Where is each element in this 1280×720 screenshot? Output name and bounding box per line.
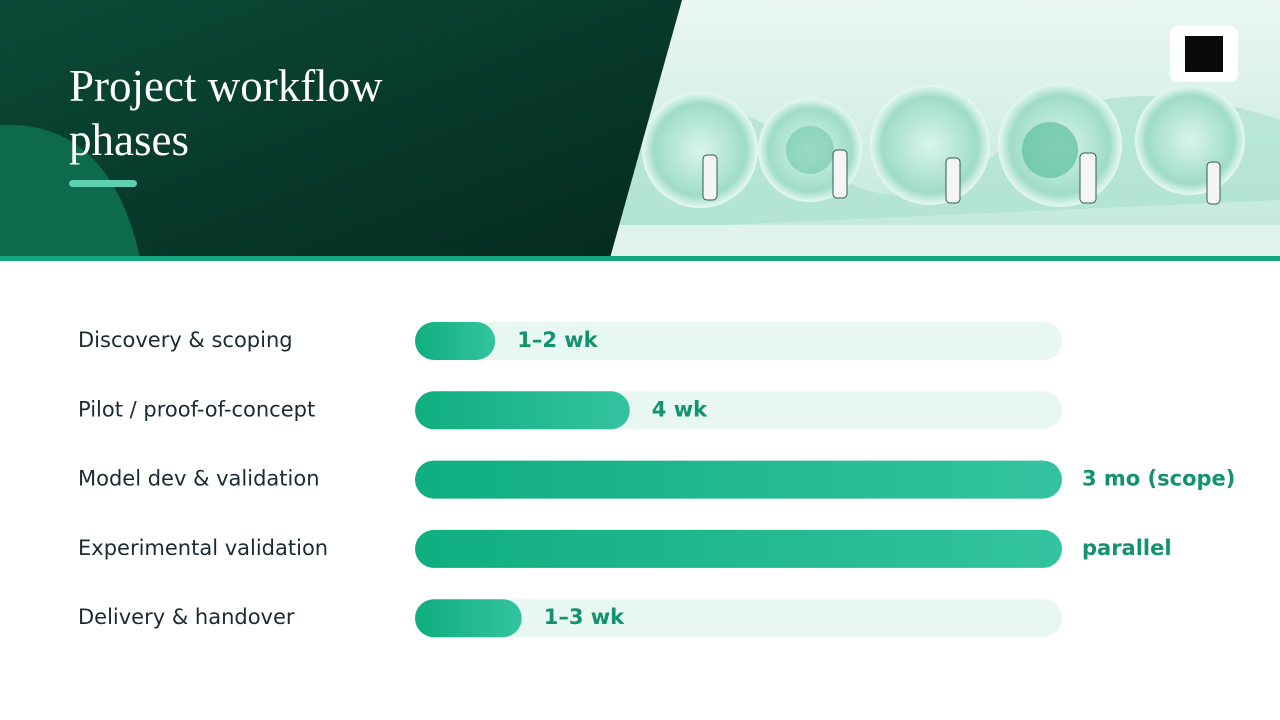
title-panel [0, 0, 682, 258]
header-rule [0, 256, 1280, 261]
title: Project workflow phases [69, 61, 383, 165]
track [415, 322, 1062, 360]
phase-label: Delivery & handover [78, 605, 295, 629]
duration-bar [415, 599, 522, 638]
duration-label: 4 wk [652, 397, 708, 421]
title-accent [69, 180, 137, 187]
track [415, 599, 1062, 638]
duration-label: 1–3 wk [544, 605, 625, 629]
duration-label: 1–2 wk [517, 328, 598, 352]
phase-label: Model dev & validation [78, 467, 320, 491]
phase-label: Experimental validation [78, 536, 328, 560]
duration-bar [415, 460, 1062, 499]
logo [1185, 36, 1223, 72]
illustration [610, 83, 1280, 258]
panel-shape [0, 124, 140, 259]
phase-label: Pilot / proof-of-concept [78, 397, 315, 421]
duration-bar [415, 529, 1062, 568]
duration-label: 3 mo (scope) [1082, 467, 1235, 491]
duration-label: parallel [1082, 536, 1172, 560]
duration-bar [415, 322, 496, 360]
phase-list: Discovery & scoping 1–2 wk Pilot / proof-o… [78, 322, 1235, 638]
header: Project workflow phases [0, 0, 1280, 261]
duration-bar [415, 391, 630, 430]
phase-label: Discovery & scoping [78, 328, 293, 352]
